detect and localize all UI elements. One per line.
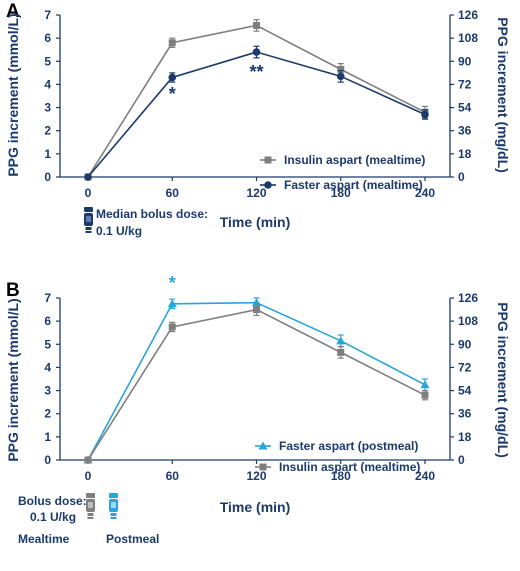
- panel-b-ytick-right-label: 126: [458, 291, 478, 305]
- panel-letter-a: A: [6, 1, 20, 22]
- panel-a-xtick-label: 240: [415, 186, 435, 200]
- panel-b-y-axis-label-right: PPG increment (mg/dL): [495, 302, 511, 458]
- panel-b-ytick-right-label: 72: [458, 360, 472, 374]
- panel-a-series-1-point: [337, 65, 345, 73]
- panel-b-plot: 0 1 2 3 4 5 6 7 0 18 36 54 72 90 108 126 0 60 120 180 240 Fas…: [44, 273, 478, 483]
- panel-a-legend-marker: [264, 181, 272, 189]
- panel-b-note-postmeal: Postmeal: [106, 532, 159, 546]
- panel-a-ytick-right-label: 0: [458, 170, 465, 184]
- insulin-pen-blue-icon: [109, 493, 118, 519]
- panel-b-x-axis-label: Time (min): [220, 499, 291, 515]
- panel-a-ytick-left-label: 6: [44, 31, 51, 45]
- panel-b-dose-note: Bolus dose: 0.1 U/kg Mealtime Postmeal: [18, 493, 159, 546]
- panel-a-series-2-point: [421, 110, 429, 119]
- panel-a-ytick-left-label: 2: [44, 124, 51, 138]
- panel-b-ytick-left-label: 3: [44, 384, 51, 398]
- panel-a-ytick-right-label: 36: [458, 124, 472, 138]
- panel-b-ytick-left-label: 1: [44, 430, 51, 444]
- panel-b-series-1-point: [167, 299, 177, 308]
- panel-a-note-line2: 0.1 U/kg: [96, 224, 142, 238]
- panel-a-significance-marker: **: [249, 62, 263, 82]
- panel-a-ytick-right-label: 18: [458, 147, 472, 161]
- panel-a-series-1-point: [168, 39, 176, 47]
- panel-a-ytick-left-label: 1: [44, 147, 51, 161]
- panel-a-series-2: [84, 45, 429, 181]
- panel-a-ytick-right-label: 126: [458, 8, 478, 22]
- panel-b-xtick-label: 0: [85, 469, 92, 483]
- panel-b-note-line2: 0.1 U/kg: [30, 510, 76, 524]
- panel-a-legend-marker: [264, 156, 272, 164]
- panel-b-ytick-left-label: 6: [44, 314, 51, 328]
- panel-a-ytick-left-label: 4: [44, 77, 51, 91]
- panel-a-ytick-left-label: 0: [44, 170, 51, 184]
- panel-b: B PPG increment (mmol/L) PPG increment (…: [5, 273, 511, 546]
- panel-a-series-1-point: [253, 21, 260, 29]
- panel-b-legend-label: Insulin aspart (mealtime): [279, 460, 420, 474]
- panel-b-ytick-right-label: 36: [458, 407, 472, 421]
- panel-b-ytick-right-label: 0: [458, 453, 465, 467]
- panel-b-xtick-label: 240: [415, 469, 435, 483]
- panel-b-series-2-point: [253, 306, 260, 314]
- panel-a-legend-label: Faster aspart (mealtime): [284, 178, 423, 192]
- panel-b-ytick-left-label: 0: [44, 453, 51, 467]
- panel-b-y-axis-label-left: PPG increment (mmol/L): [5, 298, 21, 461]
- panel-b-ytick-left-label: 7: [44, 291, 51, 305]
- panel-a-y-axis-label-right: PPG increment (mg/dL): [495, 17, 511, 173]
- panel-b-ytick-left-label: 4: [44, 360, 51, 374]
- panel-b-note-line1: Bolus dose:: [18, 494, 87, 508]
- panel-b-significance-marker: *: [169, 273, 176, 293]
- panel-a-significance-marker: *: [169, 84, 176, 104]
- panel-a-note-line1: Median bolus dose:: [96, 207, 208, 221]
- panel-letter-b: B: [6, 280, 20, 301]
- panel-b-legend-label: Faster aspart (postmeal): [279, 439, 418, 453]
- panel-b-series-1-point: [420, 380, 430, 389]
- panel-a-ytick-left-label: 7: [44, 8, 51, 22]
- panel-a-xtick-label: 180: [331, 186, 351, 200]
- panel-b-series-2-point: [421, 391, 429, 399]
- panel-a-ytick-right-label: 90: [458, 54, 472, 68]
- panel-b-ytick-left-label: 2: [44, 407, 51, 421]
- panel-a-ytick-right-label: 72: [458, 77, 472, 91]
- panel-a-legend-label: Insulin aspart (mealtime): [284, 153, 425, 167]
- panel-a-plot: 0 1 2 3 4 5 6 7 0 18 36 54 72 90 108 126 0 60 120 180 240 Ins…: [44, 8, 478, 200]
- insulin-pen-grey-icon: [86, 493, 95, 519]
- panel-b-note-mealtime: Mealtime: [18, 532, 70, 546]
- panel-a-xtick-label: 60: [166, 186, 180, 200]
- panel-b-ytick-left-label: 5: [44, 337, 51, 351]
- panel-b-legend-marker: [258, 441, 268, 450]
- panel-b-series-1-point: [336, 336, 346, 345]
- panel-a-ytick-left-label: 3: [44, 101, 51, 115]
- panel-a-ytick-right-label: 108: [458, 31, 478, 45]
- panel-a-ytick-right-label: 54: [458, 101, 472, 115]
- panel-a-x-axis-label: Time (min): [220, 214, 291, 230]
- panel-a-dose-note: Median bolus dose: 0.1 U/kg: [84, 207, 208, 238]
- panel-b-xtick-label: 60: [166, 469, 180, 483]
- panel-b-series-2-line: [87, 308, 426, 461]
- panel-a-xtick-label: 120: [246, 186, 266, 200]
- panel-a-series-2-point: [168, 73, 177, 82]
- panel-b-series-2: [84, 303, 429, 464]
- panel-a-xtick-label: 0: [85, 186, 92, 200]
- panel-b-series-2-point: [337, 348, 345, 356]
- panel-a-ytick-left-label: 5: [44, 54, 51, 68]
- panel-b-xtick-label: 180: [331, 469, 351, 483]
- panel-b-legend-marker: [259, 463, 267, 471]
- panel-b-series-2-point: [84, 456, 92, 464]
- panel-a-series-2-point: [336, 72, 345, 81]
- panel-b-series-2-point: [168, 323, 176, 331]
- panel-a-y-axis-label-left: PPG increment (mmol/L): [5, 13, 21, 176]
- panel-b-ytick-right-label: 90: [458, 337, 472, 351]
- panel-b-ytick-right-label: 18: [458, 430, 472, 444]
- panel-b-ytick-right-label: 108: [458, 314, 478, 328]
- insulin-pen-icon: [84, 207, 93, 233]
- panel-a: A PPG increment (mmol/L) PPG increment (…: [5, 1, 511, 238]
- panel-a-series-2-point: [252, 48, 261, 56]
- panel-b-xtick-label: 120: [246, 469, 266, 483]
- panel-b-ytick-right-label: 54: [458, 384, 472, 398]
- panel-a-series-2-point: [84, 173, 92, 181]
